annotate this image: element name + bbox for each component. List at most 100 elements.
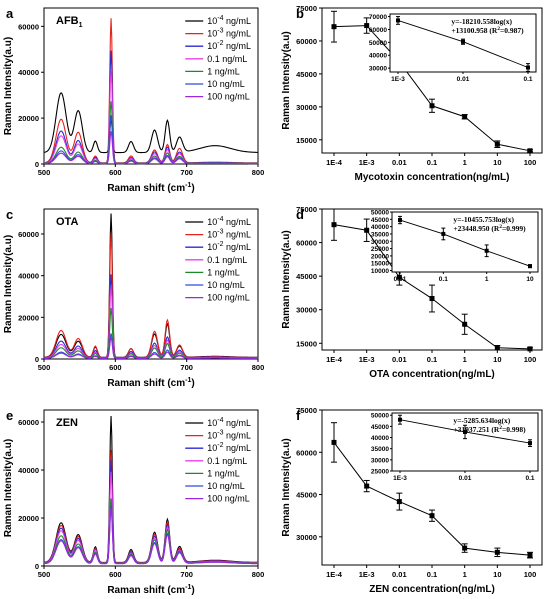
inset-y-tick-label: 40000 bbox=[371, 435, 389, 442]
inset-y-tick-label: 30000 bbox=[371, 239, 389, 246]
inset-y-tick-label: 20000 bbox=[371, 253, 389, 260]
legend-label-unit: ng/mL bbox=[223, 41, 251, 51]
x-tick-label: 500 bbox=[38, 570, 51, 579]
equation-line-2: +23448.950 (R2=0.999) bbox=[453, 224, 526, 233]
inset-y-tick-label: 30000 bbox=[371, 457, 389, 464]
legend-label-5: 10 ng/mL bbox=[207, 79, 245, 89]
x-tick-label: 1E-3 bbox=[359, 355, 375, 364]
y-axis-label: Raman Intensity(a.u) bbox=[3, 235, 14, 333]
y-tick-label: 45000 bbox=[296, 70, 317, 79]
y-axis-label: Raman Intensity(a.u) bbox=[281, 230, 292, 328]
x-axis-label-end: ) bbox=[191, 585, 194, 596]
inset-x-tick-label: 10 bbox=[526, 276, 534, 283]
y-axis-label: Raman Intensity(a.u) bbox=[281, 31, 292, 129]
y-tick-label: 20000 bbox=[18, 313, 39, 322]
series-line-4 bbox=[43, 101, 258, 164]
x-tick-label: 1E-3 bbox=[359, 570, 375, 579]
x-axis-label: ZEN concentration(ng/mL) bbox=[369, 584, 495, 595]
legend-label-4: 1 ng/mL bbox=[207, 66, 240, 76]
legend-label-0: 10-4 ng/mL bbox=[207, 15, 251, 26]
y-tick-label: 60000 bbox=[18, 230, 39, 239]
y-tick-label: 0 bbox=[35, 562, 39, 571]
x-axis-label: Raman shift (cm-1) bbox=[107, 584, 194, 596]
inset-y-tick-label: 15000 bbox=[371, 261, 389, 268]
x-axis-label: Mycotoxin concentration(ng/mL) bbox=[355, 172, 510, 183]
legend-label-unit: ng/mL bbox=[223, 431, 251, 441]
legend-label-unit: ng/mL bbox=[222, 293, 250, 303]
legend-label-4: 1 ng/mL bbox=[207, 267, 240, 277]
chart-title: AFB1 bbox=[56, 15, 83, 29]
legend-label-5: 10 ng/mL bbox=[207, 481, 245, 491]
inset-y-tick-label: 40000 bbox=[369, 53, 387, 60]
legend-label-2: 10-2 ng/mL bbox=[207, 241, 251, 252]
x-axis-label-end: ) bbox=[191, 183, 194, 194]
legend-label-sup: -4 bbox=[217, 417, 223, 424]
data-point bbox=[527, 552, 533, 558]
inset-x-tick-label: 1E-3 bbox=[393, 475, 407, 482]
x-tick-label: 1 bbox=[463, 570, 467, 579]
legend-label-unit: ng/mL bbox=[223, 242, 251, 252]
inset-y-tick-label: 25000 bbox=[371, 246, 389, 253]
data-point bbox=[429, 296, 435, 302]
legend-label-sup: -4 bbox=[217, 216, 223, 223]
data-point bbox=[462, 321, 468, 327]
equation-tail: =0.999) bbox=[502, 224, 526, 233]
inset-y-tick-label: 50000 bbox=[369, 40, 387, 47]
legend-label-3: 0.1 ng/mL bbox=[207, 54, 247, 64]
inset-y-tick-label: 40000 bbox=[371, 224, 389, 231]
data-point bbox=[331, 439, 337, 445]
y-tick-label: 60000 bbox=[18, 418, 39, 427]
panel-label: a bbox=[6, 6, 14, 21]
y-tick-label: 60000 bbox=[296, 37, 317, 46]
panel-c: 500 600 700 800 0 20000 40000 60000 Raman shift … bbox=[3, 207, 264, 389]
legend-label-4: 1 ng/mL bbox=[207, 468, 240, 478]
data-point bbox=[494, 345, 500, 351]
panel-f: 1E-4 1E-3 0.01 0.1 1 10 100 30000 45000 60000 7500… bbox=[281, 406, 543, 595]
y-tick-label: 0 bbox=[35, 160, 39, 169]
x-tick-label: 0.01 bbox=[392, 158, 407, 167]
chart-title: OTA bbox=[56, 216, 78, 228]
series-line-6 bbox=[43, 337, 258, 359]
legend-label-5: 10 ng/mL bbox=[207, 280, 245, 290]
inset-chart: 1E-3 0.01 0.1 25000 30000 35000 40000 45000 5000… bbox=[371, 412, 539, 482]
equation-tail: =0.998) bbox=[502, 425, 526, 434]
equation-line-2: +13100.958 (R2=0.987) bbox=[451, 26, 524, 35]
y-tick-label: 40000 bbox=[18, 272, 39, 281]
inset-y-tick-label: 35000 bbox=[371, 231, 389, 238]
legend-label-sup: -3 bbox=[217, 229, 223, 236]
x-tick-label: 700 bbox=[180, 570, 193, 579]
legend-label-0: 10-4 ng/mL bbox=[207, 216, 251, 227]
y-tick-label: 20000 bbox=[18, 114, 39, 123]
y-tick-label: 75000 bbox=[296, 406, 317, 415]
data-point bbox=[331, 222, 337, 228]
legend-label-0: 10-4 ng/mL bbox=[207, 417, 251, 428]
y-axis-label: Raman Intensity(a.u) bbox=[281, 438, 292, 536]
x-tick-label: 1 bbox=[463, 355, 467, 364]
equation-sup: 2 bbox=[497, 26, 500, 32]
legend-label-unit: ng/mL bbox=[212, 468, 240, 478]
data-point bbox=[527, 346, 533, 352]
chart-title-sub: 1 bbox=[79, 22, 83, 29]
legend-label-unit: ng/mL bbox=[212, 66, 240, 76]
y-tick-label: 45000 bbox=[296, 491, 317, 500]
data-point bbox=[364, 483, 370, 489]
data-point bbox=[396, 274, 402, 280]
data-point bbox=[364, 227, 370, 233]
x-tick-label: 10 bbox=[493, 570, 501, 579]
series-line-0 bbox=[43, 92, 259, 154]
legend-label-6: 100 ng/mL bbox=[207, 92, 250, 102]
legend-label-sup: -3 bbox=[217, 28, 223, 35]
x-tick-label: 1E-4 bbox=[326, 570, 343, 579]
y-tick-label: 15000 bbox=[296, 339, 317, 348]
panel-d: 1E-4 1E-3 0.01 0.1 1 10 100 15000 30000 45000 6000… bbox=[281, 205, 543, 380]
series-line-6 bbox=[43, 508, 258, 565]
x-tick-label: 700 bbox=[180, 363, 193, 372]
inset-x-tick-label: 0.01 bbox=[457, 76, 470, 83]
panel-e: 500 600 700 800 0 20000 40000 60000 Raman shift … bbox=[3, 408, 264, 596]
inset-point bbox=[526, 65, 530, 70]
data-point bbox=[429, 103, 435, 109]
y-tick-label: 60000 bbox=[296, 239, 317, 248]
inset-line bbox=[399, 219, 531, 267]
plot-frame bbox=[43, 208, 259, 360]
x-axis-label-sup: -1 bbox=[185, 182, 191, 189]
